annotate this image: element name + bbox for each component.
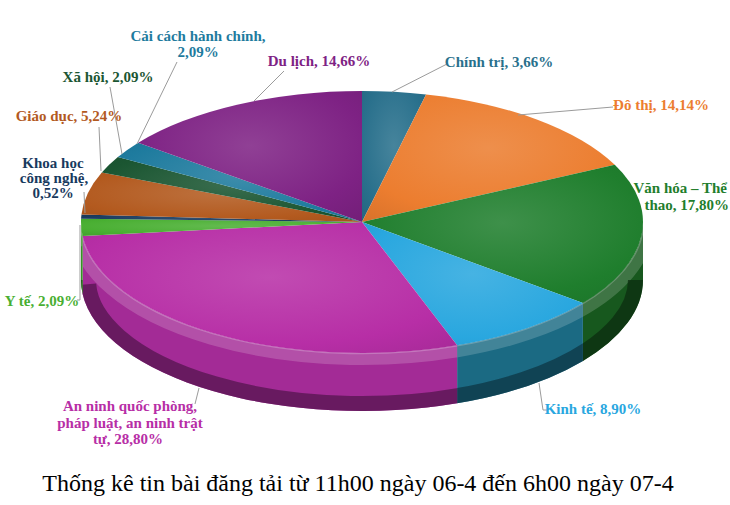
slice-label-2: thao, 17,80% bbox=[644, 197, 729, 213]
slice-label-4: tự, 28,80% bbox=[93, 431, 163, 447]
slice-label-9: 2,09% bbox=[177, 44, 218, 60]
leader-line-5 bbox=[77, 225, 80, 300]
slice-label-5: Y tế, 2,09% bbox=[5, 293, 79, 309]
slice-label-4: pháp luật, an ninh trật bbox=[57, 415, 202, 431]
slice-label-2: Văn hóa – Thể bbox=[633, 180, 727, 196]
chart-canvas: Chính trị, 3,66% Đô thị, 14,14% Văn hóa – … bbox=[0, 0, 730, 505]
slice-label-9: Cải cách hành chính, bbox=[130, 28, 265, 44]
pie-chart-3d: Chính trị, 3,66% Đô thị, 14,14% Văn hóa – … bbox=[0, 0, 730, 505]
slice-label-0: Chính trị, 3,66% bbox=[445, 54, 553, 70]
leader-line-10 bbox=[254, 71, 284, 101]
slice-label-6: 0,52% bbox=[32, 185, 73, 201]
slice-label-6: Khoa học bbox=[22, 155, 84, 171]
slice-label-8: Xã hội, 2,09% bbox=[63, 69, 154, 85]
leader-line-1 bbox=[518, 107, 613, 115]
slice-label-10: Du lịch, 14,66% bbox=[268, 53, 371, 69]
leader-line-0 bbox=[392, 64, 447, 92]
slice-label-1: Đô thị, 14,14% bbox=[613, 97, 709, 113]
slice-label-6: công nghệ, bbox=[20, 170, 89, 186]
slice-label-3: Kinh tế, 8,90% bbox=[545, 401, 642, 417]
slice-label-4: An ninh quốc phòng, bbox=[63, 398, 197, 414]
chart-title: Thống kê tin bài đăng tải từ 11h00 ngày … bbox=[0, 470, 716, 497]
slice-label-7: Giáo dục, 5,24% bbox=[16, 108, 123, 124]
leader-line-7 bbox=[99, 127, 101, 171]
